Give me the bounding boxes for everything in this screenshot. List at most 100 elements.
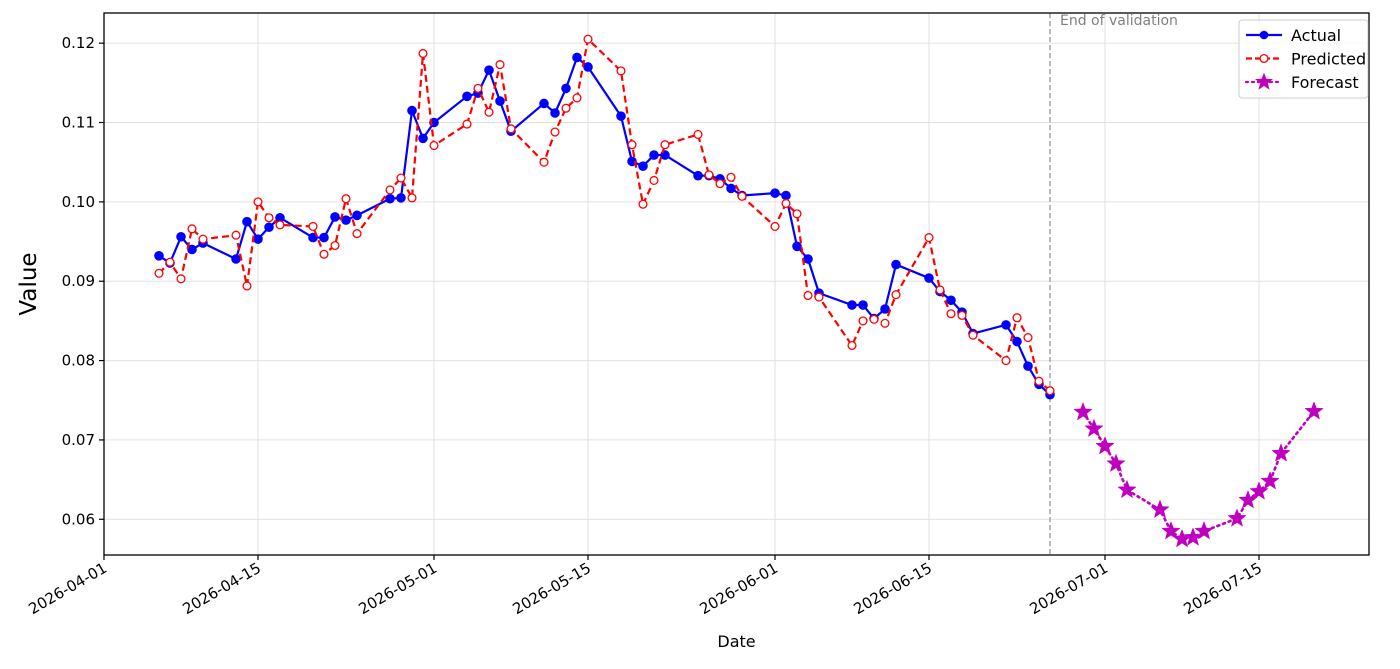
data-point xyxy=(627,156,637,167)
data-point xyxy=(473,83,483,93)
x-tick-label: 2026-04-01 xyxy=(25,559,110,618)
data-point xyxy=(1001,320,1011,330)
data-point xyxy=(924,273,934,283)
legend-entry-forecast: Forecast xyxy=(1244,72,1359,92)
legend-box xyxy=(1238,19,1369,99)
forecast-star-point xyxy=(1304,401,1324,420)
legend-marker xyxy=(1254,72,1274,90)
y-axis-title: Value xyxy=(16,252,42,315)
data-point xyxy=(792,209,802,219)
forecast-star-point xyxy=(1150,499,1170,519)
data-point xyxy=(660,140,670,150)
legend-label: Actual xyxy=(1291,26,1341,45)
forecast-star-point xyxy=(1227,508,1247,527)
data-point xyxy=(935,285,945,295)
data-point xyxy=(968,330,978,340)
y-tick-label: 0.09 xyxy=(62,272,95,290)
forecast-star-point xyxy=(1260,470,1280,490)
data-point xyxy=(187,224,197,234)
data-point xyxy=(154,251,164,261)
x-tick-label: 2026-05-15 xyxy=(509,559,594,618)
data-point xyxy=(550,127,560,137)
data-point xyxy=(649,150,659,160)
data-point xyxy=(319,232,329,243)
data-point xyxy=(946,295,956,306)
data-point xyxy=(737,191,747,201)
data-point xyxy=(330,240,340,251)
series-predicted xyxy=(154,34,1055,396)
data-point xyxy=(264,222,274,233)
legend-label: Predicted xyxy=(1291,50,1366,69)
legend-label: Forecast xyxy=(1291,73,1359,92)
data-point xyxy=(484,65,494,75)
data-point xyxy=(561,103,571,113)
data-point xyxy=(638,161,648,171)
data-point xyxy=(539,157,549,167)
data-point xyxy=(385,185,395,195)
data-point xyxy=(495,60,505,70)
data-point xyxy=(550,108,560,118)
data-point xyxy=(165,257,175,267)
data-point xyxy=(385,193,395,204)
data-point xyxy=(308,221,318,232)
data-point xyxy=(396,193,406,203)
data-point xyxy=(792,241,802,252)
data-point xyxy=(341,194,351,204)
data-point xyxy=(814,292,824,302)
data-point xyxy=(242,281,252,291)
data-point xyxy=(770,221,780,232)
data-point xyxy=(781,190,791,201)
data-point xyxy=(1045,386,1055,396)
data-point xyxy=(330,212,340,222)
data-point xyxy=(462,91,472,102)
data-point xyxy=(572,52,582,63)
data-point xyxy=(726,172,736,182)
data-point xyxy=(264,213,274,223)
x-tick-label: 2026-07-15 xyxy=(1180,559,1265,618)
data-point xyxy=(253,234,263,244)
x-tick-label: 2026-05-01 xyxy=(355,559,440,618)
data-point xyxy=(484,107,494,117)
y-tick-label: 0.10 xyxy=(62,193,95,211)
data-point xyxy=(583,62,593,72)
data-point xyxy=(726,183,736,194)
data-point xyxy=(308,232,318,243)
data-point xyxy=(858,300,868,310)
annotations: End of validation xyxy=(1049,13,1178,555)
data-point xyxy=(407,193,417,203)
y-tick-label: 0.06 xyxy=(62,510,95,528)
data-point xyxy=(253,197,263,207)
data-point xyxy=(1001,356,1011,366)
forecast-star-point xyxy=(1084,418,1104,438)
plot-frame xyxy=(103,12,1370,556)
series-line-forecast xyxy=(1081,410,1316,541)
data-point xyxy=(649,175,659,185)
validation-annotation-label: End of validation xyxy=(1060,13,1178,29)
data-point xyxy=(891,290,901,300)
x-axis-title: Date xyxy=(717,632,755,651)
legend-marker xyxy=(1259,30,1269,40)
data-point xyxy=(957,310,967,320)
y-tick-label: 0.12 xyxy=(62,34,95,52)
data-point xyxy=(1023,333,1033,343)
data-point xyxy=(715,179,725,189)
series-line-actual xyxy=(158,56,1051,396)
forecast-star-point xyxy=(1095,436,1115,455)
legend-entry-predicted: Predicted xyxy=(1246,50,1366,69)
forecast-star-point xyxy=(1238,490,1258,509)
data-point xyxy=(154,268,164,278)
data-point xyxy=(561,83,571,94)
data-point xyxy=(803,290,813,301)
data-point xyxy=(1012,336,1022,347)
data-point xyxy=(583,34,593,44)
data-point xyxy=(539,98,549,109)
data-point xyxy=(418,133,428,144)
data-point xyxy=(341,215,351,225)
y-tick-label: 0.08 xyxy=(62,352,95,370)
data-point xyxy=(462,119,472,129)
data-point xyxy=(231,254,241,264)
x-tick-label: 2026-04-15 xyxy=(179,559,264,618)
data-point xyxy=(693,129,703,139)
